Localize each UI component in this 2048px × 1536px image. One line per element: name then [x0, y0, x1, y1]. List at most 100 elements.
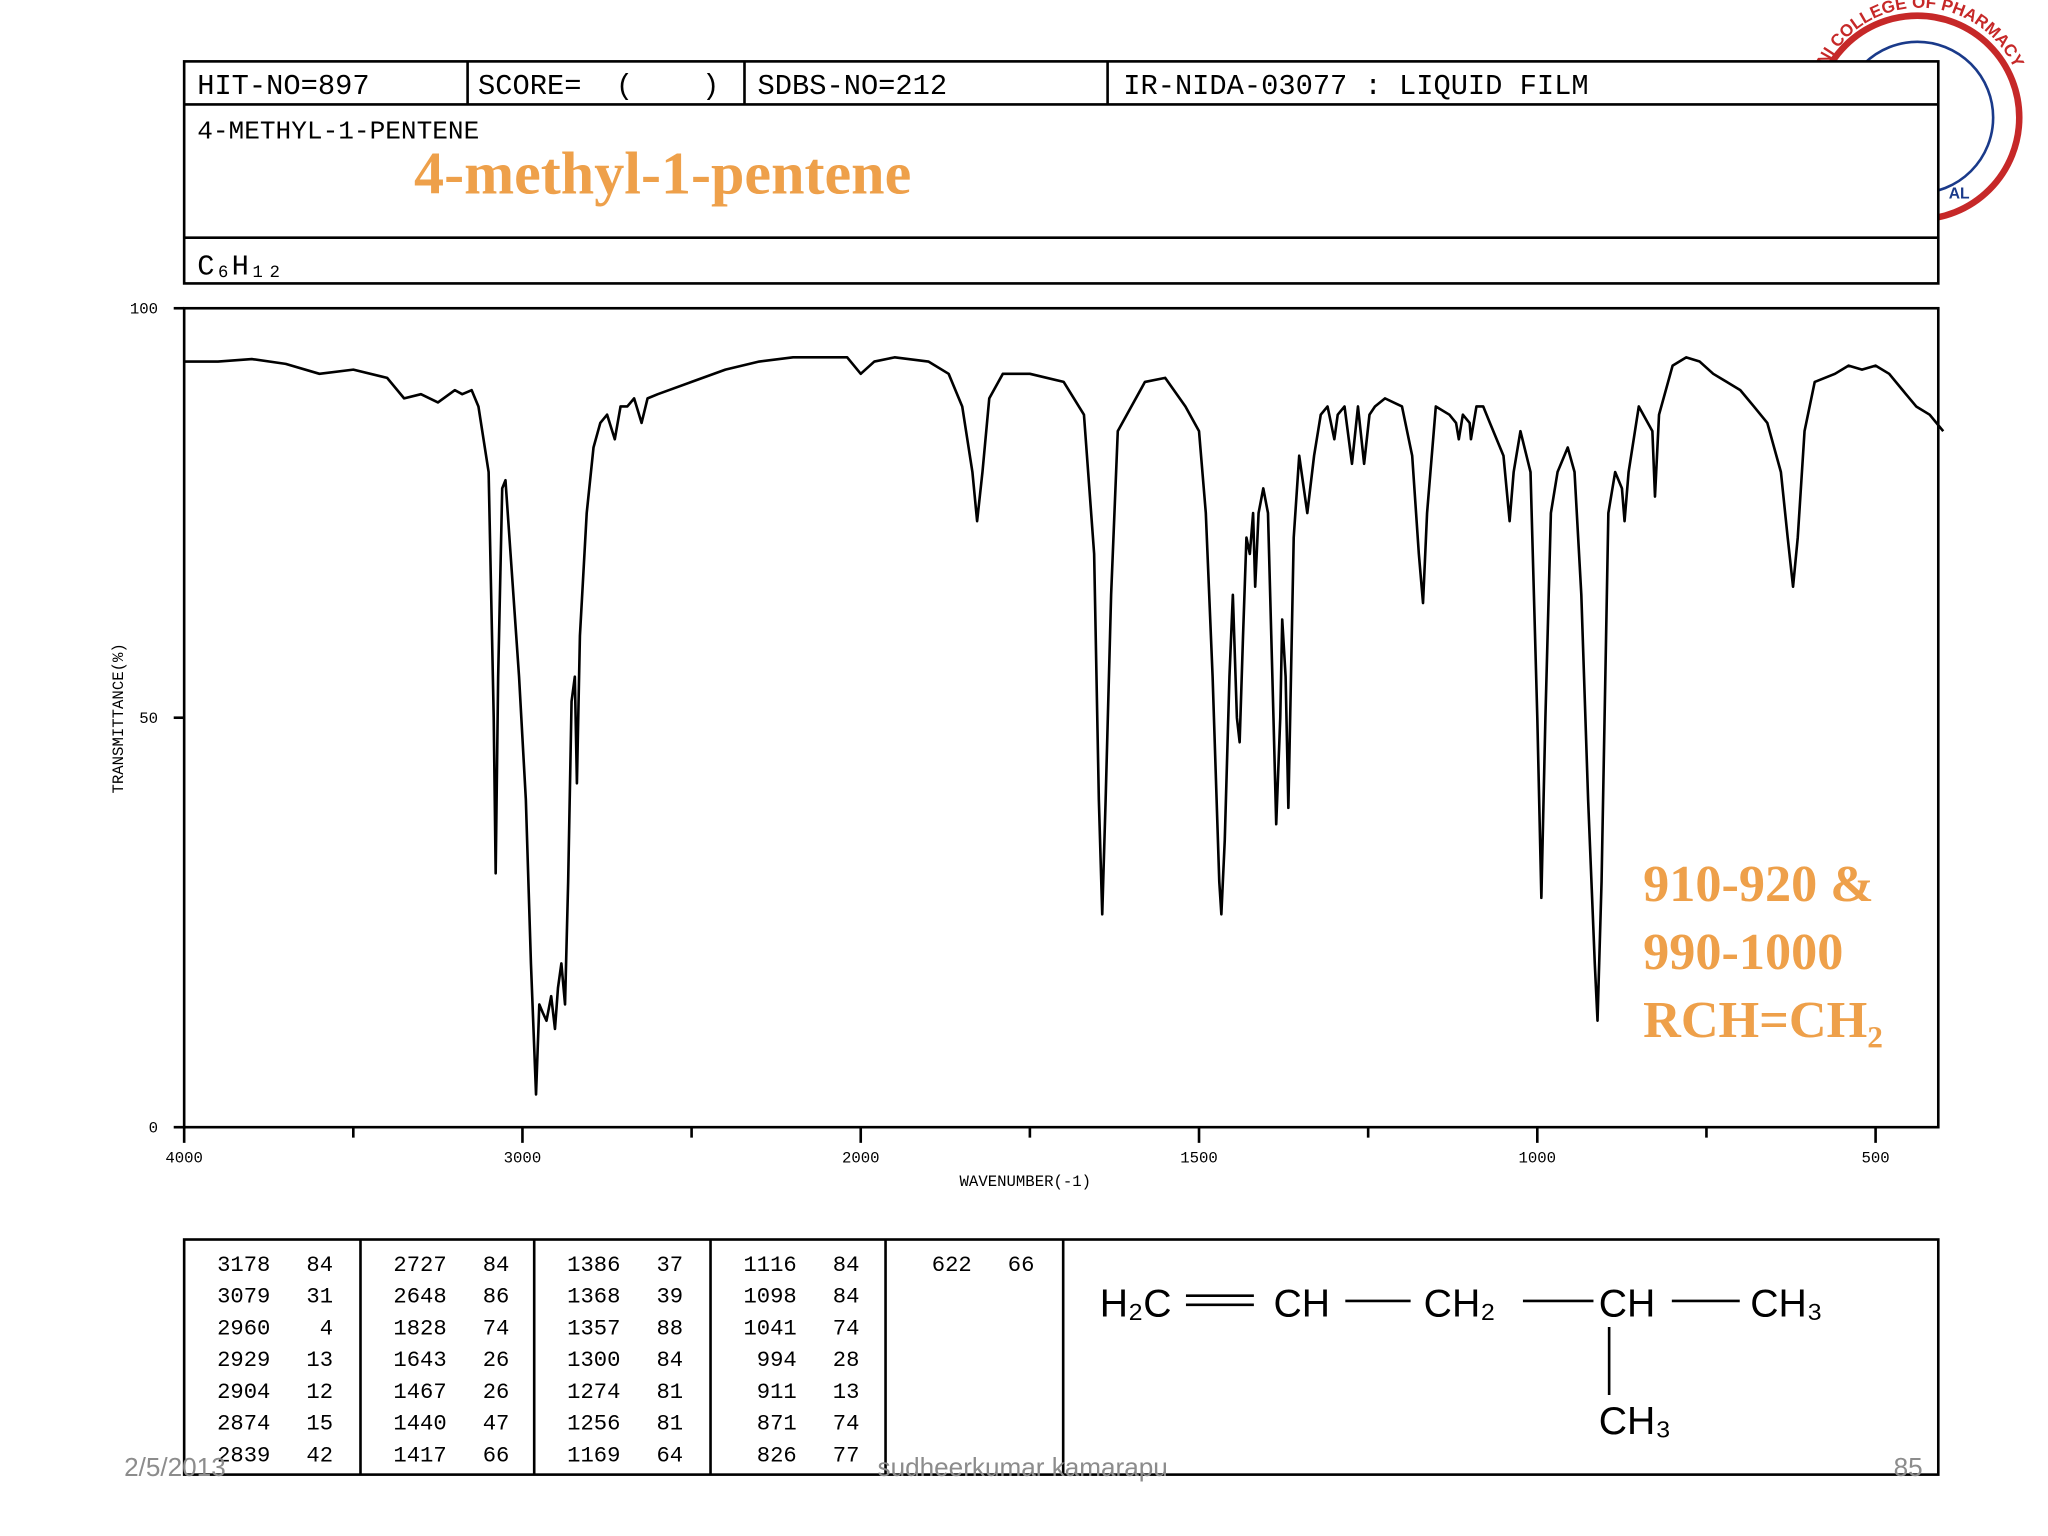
header: [182, 60, 1940, 285]
x-tick-label: 4000: [165, 1149, 203, 1167]
atom: H₂C: [1100, 1283, 1172, 1326]
peak-table: [182, 1238, 1940, 1476]
peak-transmittance: 12: [306, 1380, 333, 1405]
peak-transmittance: 84: [306, 1253, 333, 1278]
footer: 2/5/2013 sudheerkumar kamarapu 85: [124, 1452, 1923, 1482]
peak-wavenumber: 1643: [393, 1348, 446, 1373]
peak-transmittance: 26: [483, 1380, 510, 1405]
peak-wavenumber: 1256: [567, 1412, 620, 1437]
y-axis-label: TRANSMITTANCE(%): [110, 643, 128, 793]
peak-wavenumber: 2904: [217, 1380, 270, 1405]
footer-page: 85: [1894, 1452, 1923, 1482]
x-tick-label: 500: [1861, 1149, 1889, 1167]
peak-transmittance: 42: [306, 1443, 333, 1468]
footer-author: sudheerkumar kamarapu: [878, 1452, 1168, 1482]
peak-wavenumber: 1274: [567, 1380, 620, 1405]
peak-wavenumber: 911: [757, 1380, 797, 1405]
peak-wavenumber: 1041: [743, 1316, 796, 1341]
method: IR-NIDA-03077 : LIQUID FILM: [1123, 70, 1588, 103]
peak-transmittance: 37: [656, 1253, 683, 1278]
peak-transmittance: 4: [320, 1316, 333, 1341]
annotation: RCH=CH₂: [1643, 991, 1883, 1049]
peak-transmittance: 31: [306, 1285, 333, 1310]
peak-transmittance: 66: [1008, 1253, 1035, 1278]
peak-transmittance: 84: [483, 1253, 510, 1278]
atoms: H₂C CH CH₂ CH CH₃ CH₃: [1100, 1283, 1823, 1444]
peak-transmittance: 88: [656, 1316, 683, 1341]
atom: CH: [1273, 1283, 1330, 1326]
peak-transmittance: 86: [483, 1285, 510, 1310]
peak-transmittance: 81: [656, 1380, 683, 1405]
peak-wavenumber: 2960: [217, 1316, 270, 1341]
peak-wavenumber: 1368: [567, 1285, 620, 1310]
header-box: [182, 60, 1940, 285]
hit-no: HIT-NO=897: [197, 70, 369, 103]
peak-wavenumber: 2839: [217, 1443, 270, 1468]
peak-transmittance: 74: [833, 1412, 860, 1437]
peak-wavenumber: 1169: [567, 1443, 620, 1468]
atom: CH: [1599, 1283, 1656, 1326]
bonds: [1185, 1294, 1740, 1395]
peak-wavenumber: 1386: [567, 1253, 620, 1278]
logo-bottom: AL: [1949, 186, 1970, 203]
peak-wavenumber: 1116: [743, 1253, 796, 1278]
peak-wavenumber: 3079: [217, 1285, 270, 1310]
peak-transmittance: 84: [833, 1285, 860, 1310]
compound-title: 4-methyl-1-pentene: [414, 139, 911, 206]
peak-transmittance: 81: [656, 1412, 683, 1437]
peak-transmittance: 74: [833, 1316, 860, 1341]
peak-wavenumber: 1440: [393, 1412, 446, 1437]
x-tick-label: 3000: [504, 1149, 542, 1167]
peak-transmittance: 39: [656, 1285, 683, 1310]
plot: 0 50 100 4000 3000 2000 1500 1000 500 WAVENUMBER(…: [110, 300, 1945, 1191]
annotation: 910-920 &: [1643, 855, 1874, 913]
peak-transmittance: 26: [483, 1348, 510, 1373]
peak-wavenumber: 1357: [567, 1316, 620, 1341]
peak-transmittance: 84: [656, 1348, 683, 1373]
compound-name: 4-METHYL-1-PENTENE: [197, 116, 479, 146]
peak-transmittance: 66: [483, 1443, 510, 1468]
footer-date: 2/5/2013: [124, 1452, 226, 1482]
atom: CH₂: [1424, 1283, 1496, 1326]
peak-wavenumber: 826: [757, 1443, 797, 1468]
peak-transmittance: 74: [483, 1316, 510, 1341]
peak-transmittance: 64: [656, 1443, 683, 1468]
header-texts: HIT-NO=897 SCORE= ( ) SDBS-NO=212 IR-NID…: [197, 70, 1588, 283]
peak-wavenumber: 871: [757, 1412, 797, 1437]
y-tick-label: 0: [149, 1119, 158, 1137]
peak-wavenumber: 2727: [393, 1253, 446, 1278]
peak-wavenumber: 622: [932, 1253, 972, 1278]
peak-transmittance: 15: [306, 1412, 333, 1437]
annotation: 990-1000: [1643, 923, 1843, 981]
peak-wavenumber: 2929: [217, 1348, 270, 1373]
x-tick-label: 1500: [1180, 1149, 1218, 1167]
table-box: [182, 1238, 1940, 1476]
x-tick-label: 2000: [842, 1149, 880, 1167]
atom: CH₃: [1750, 1283, 1823, 1326]
peak-wavenumber: 1467: [393, 1380, 446, 1405]
score: SCORE= ( ): [478, 70, 719, 103]
peak-wavenumber: 2874: [217, 1412, 270, 1437]
peak-wavenumber: 2648: [393, 1285, 446, 1310]
peak-wavenumber: 994: [757, 1348, 797, 1373]
peak-transmittance: 47: [483, 1412, 510, 1437]
x-tick-label: 1000: [1519, 1149, 1557, 1167]
peak-wavenumber: 1300: [567, 1348, 620, 1373]
peak-wavenumber: 3178: [217, 1253, 270, 1278]
y-tick-label: 50: [139, 710, 158, 728]
structure: H₂C CH CH₂ CH CH₃ CH₃: [1100, 1283, 1823, 1444]
sdbs-no: SDBS-NO=212: [758, 70, 948, 103]
peak-transmittance: 13: [833, 1380, 860, 1405]
peak-transmittance: 13: [306, 1348, 333, 1373]
peak-wavenumber: 1098: [743, 1285, 796, 1310]
peak-transmittance: 77: [833, 1443, 860, 1468]
peak-wavenumber: 1417: [393, 1443, 446, 1468]
x-axis-label: WAVENUMBER(-1): [960, 1173, 1092, 1191]
peak-transmittance: 84: [833, 1253, 860, 1278]
atom: CH₃: [1599, 1400, 1672, 1443]
formula: C₆H₁₂: [197, 250, 283, 283]
peak-wavenumber: 1828: [393, 1316, 446, 1341]
peak-transmittance: 28: [833, 1348, 860, 1373]
